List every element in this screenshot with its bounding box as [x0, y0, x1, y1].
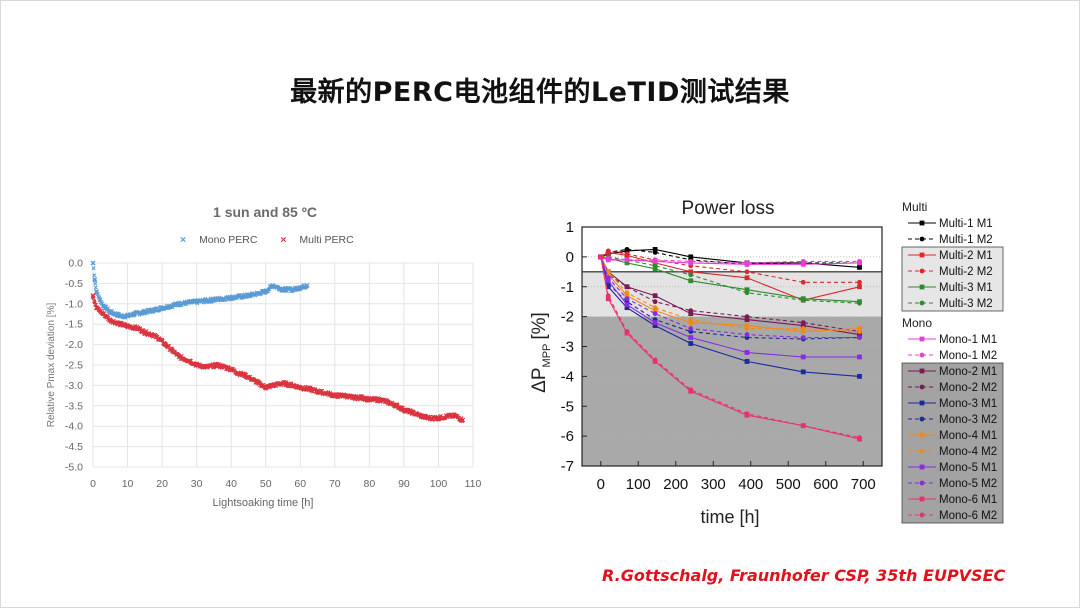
chart1-title: 1 sun and 85 ºC	[213, 204, 317, 220]
citation: R.Gottschalg, Fraunhofer CSP, 35th EUPVS…	[602, 566, 1006, 585]
chart1-legend-mono-label: Mono PERC	[199, 234, 258, 246]
chart1-legend-multi-label: Multi PERC	[299, 234, 354, 246]
chart1-legend-mono: × Mono PERC	[180, 234, 258, 246]
chart1-legend: × Mono PERC × Multi PERC	[180, 234, 374, 246]
slide-title: 最新的PERC电池组件的LeTID测试结果	[290, 77, 790, 108]
chart1-legend-multi: × Multi PERC	[280, 234, 354, 246]
